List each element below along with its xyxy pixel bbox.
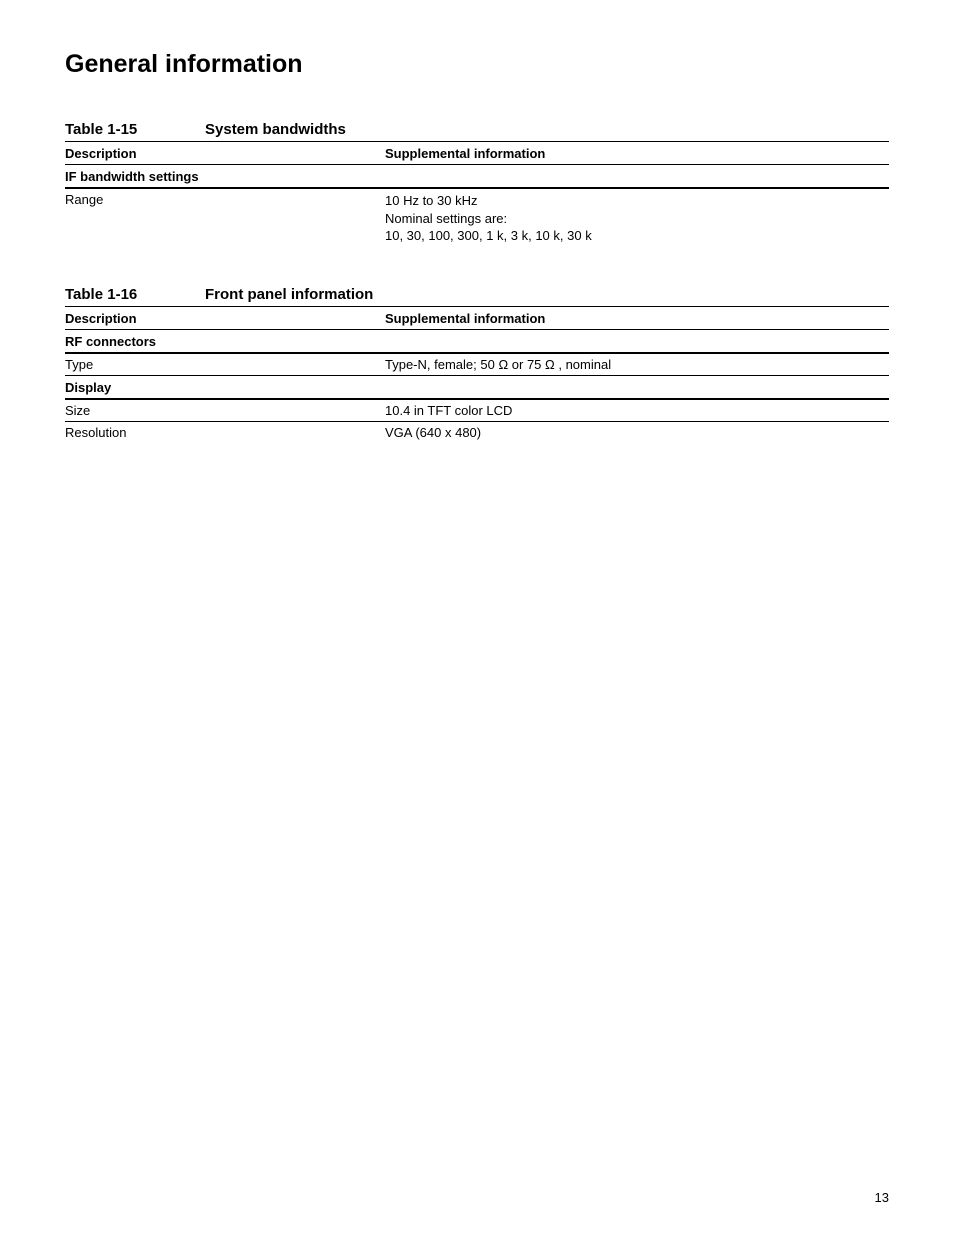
- table-row: Size 10.4 in TFT color LCD: [65, 399, 889, 422]
- row-label: Resolution: [65, 425, 385, 440]
- value-line: 10 Hz to 30 kHz: [385, 192, 889, 210]
- group-heading: Display: [65, 376, 889, 399]
- value-line: 10, 30, 100, 300, 1 k, 3 k, 10 k, 30 k: [385, 227, 889, 245]
- table-title: Front panel information: [205, 286, 373, 303]
- page-number: 13: [875, 1190, 889, 1205]
- table-header: Table 1-15 System bandwidths: [65, 121, 889, 142]
- table-number: Table 1-16: [65, 286, 205, 303]
- document-page: General information Table 1-15 System ba…: [0, 0, 954, 1235]
- group-heading: IF bandwidth settings: [65, 165, 889, 188]
- section-title: General information: [65, 50, 889, 79]
- row-label: Type: [65, 357, 385, 372]
- table-number: Table 1-15: [65, 121, 205, 138]
- group-heading: RF connectors: [65, 330, 889, 353]
- row-value: 10 Hz to 30 kHz Nominal settings are: 10…: [385, 192, 889, 245]
- row-value: VGA (640 x 480): [385, 425, 889, 440]
- table-row: Resolution VGA (640 x 480): [65, 422, 889, 443]
- col-supplemental: Supplemental information: [385, 146, 889, 161]
- table-header: Table 1-16 Front panel information: [65, 286, 889, 307]
- col-supplemental: Supplemental information: [385, 311, 889, 326]
- column-headers: Description Supplemental information: [65, 307, 889, 330]
- row-value: 10.4 in TFT color LCD: [385, 403, 889, 418]
- table-front-panel: Table 1-16 Front panel information Descr…: [65, 286, 889, 443]
- row-value: Type-N, female; 50 Ω or 75 Ω , nominal: [385, 357, 889, 372]
- column-headers: Description Supplemental information: [65, 142, 889, 165]
- table-system-bandwidths: Table 1-15 System bandwidths Description…: [65, 121, 889, 248]
- row-label: Range: [65, 192, 385, 245]
- table-row: Type Type-N, female; 50 Ω or 75 Ω , nomi…: [65, 353, 889, 376]
- value-line: Nominal settings are:: [385, 210, 889, 228]
- col-description: Description: [65, 146, 385, 161]
- table-row: Range 10 Hz to 30 kHz Nominal settings a…: [65, 188, 889, 248]
- col-description: Description: [65, 311, 385, 326]
- row-label: Size: [65, 403, 385, 418]
- table-title: System bandwidths: [205, 121, 346, 138]
